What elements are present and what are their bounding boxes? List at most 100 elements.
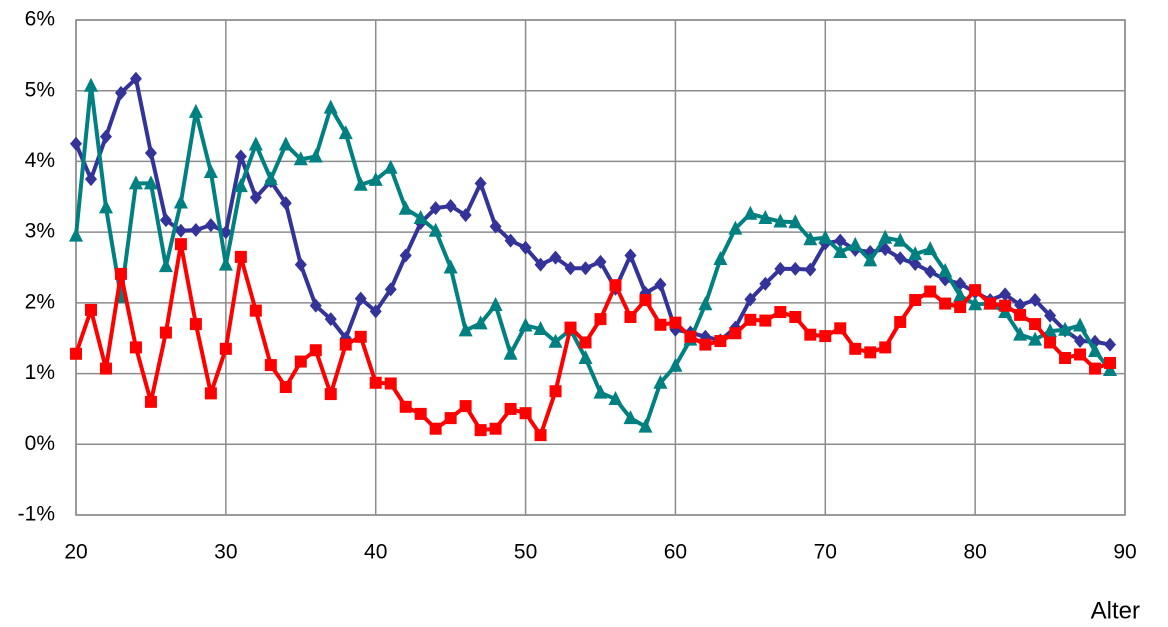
marker bbox=[624, 248, 637, 263]
marker bbox=[593, 384, 608, 399]
marker bbox=[203, 164, 218, 179]
marker bbox=[263, 171, 278, 186]
marker bbox=[414, 407, 427, 420]
marker bbox=[638, 418, 653, 433]
marker bbox=[624, 311, 637, 323]
marker bbox=[369, 304, 382, 319]
marker bbox=[1029, 293, 1042, 308]
marker bbox=[894, 315, 907, 328]
marker bbox=[834, 322, 847, 335]
marker bbox=[219, 342, 232, 355]
marker bbox=[594, 254, 607, 269]
marker bbox=[564, 261, 577, 276]
marker bbox=[968, 296, 983, 311]
marker bbox=[1104, 337, 1117, 352]
marker bbox=[684, 330, 697, 343]
marker bbox=[744, 313, 757, 326]
marker bbox=[429, 422, 442, 435]
series-line bbox=[74, 242, 1111, 438]
marker bbox=[1043, 323, 1058, 338]
marker bbox=[339, 338, 352, 351]
marker bbox=[908, 246, 923, 261]
marker bbox=[893, 232, 908, 247]
marker bbox=[833, 243, 848, 258]
marker bbox=[759, 314, 772, 327]
marker bbox=[474, 424, 487, 437]
x-tick-label: 80 bbox=[963, 541, 986, 564]
marker bbox=[548, 333, 563, 348]
marker bbox=[759, 276, 772, 291]
marker bbox=[234, 250, 247, 263]
marker bbox=[864, 346, 877, 359]
marker bbox=[879, 341, 892, 354]
marker bbox=[354, 330, 367, 343]
marker bbox=[608, 391, 623, 406]
marker bbox=[1044, 336, 1057, 349]
marker bbox=[623, 410, 638, 425]
marker bbox=[1104, 356, 1117, 369]
marker bbox=[84, 303, 97, 316]
marker bbox=[758, 210, 773, 224]
marker bbox=[489, 422, 502, 435]
marker bbox=[519, 407, 532, 420]
marker bbox=[324, 388, 337, 401]
x-tick-label: 60 bbox=[664, 541, 687, 564]
marker bbox=[129, 71, 142, 86]
marker bbox=[1029, 318, 1042, 331]
marker bbox=[204, 218, 217, 233]
marker bbox=[788, 214, 803, 229]
marker bbox=[504, 402, 517, 415]
marker bbox=[909, 294, 922, 307]
marker bbox=[1028, 331, 1043, 346]
marker bbox=[743, 205, 758, 220]
marker bbox=[534, 429, 547, 442]
marker bbox=[294, 355, 307, 368]
marker bbox=[729, 327, 742, 340]
marker bbox=[519, 240, 532, 255]
marker bbox=[773, 213, 788, 228]
x-tick-label: 50 bbox=[514, 541, 537, 564]
marker bbox=[653, 374, 668, 389]
marker bbox=[69, 227, 83, 242]
marker bbox=[249, 190, 262, 205]
x-axis-label: Alter bbox=[1091, 597, 1140, 624]
marker bbox=[128, 175, 143, 190]
marker bbox=[804, 328, 817, 341]
marker bbox=[938, 263, 953, 278]
marker bbox=[384, 377, 397, 390]
plot-border bbox=[75, 19, 1126, 516]
y-tick-label: -1% bbox=[18, 503, 55, 526]
y-tick-label: 0% bbox=[25, 432, 55, 455]
marker bbox=[848, 236, 863, 251]
marker bbox=[818, 229, 833, 244]
marker bbox=[1059, 352, 1072, 365]
y-tick-label: 5% bbox=[25, 78, 55, 101]
marker bbox=[1014, 308, 1027, 321]
marker bbox=[503, 345, 518, 360]
marker bbox=[443, 259, 458, 274]
marker bbox=[114, 85, 127, 100]
marker bbox=[384, 282, 397, 297]
marker bbox=[789, 311, 802, 323]
marker bbox=[444, 412, 457, 425]
marker bbox=[474, 176, 487, 191]
marker bbox=[429, 201, 442, 216]
marker bbox=[279, 381, 292, 394]
marker bbox=[669, 316, 682, 329]
series-line bbox=[74, 76, 1111, 347]
marker bbox=[878, 229, 893, 244]
marker bbox=[459, 208, 472, 223]
marker bbox=[248, 136, 263, 151]
marker bbox=[533, 321, 548, 336]
marker bbox=[489, 219, 502, 234]
marker bbox=[864, 244, 877, 259]
marker bbox=[143, 175, 158, 190]
marker bbox=[399, 400, 412, 413]
marker bbox=[984, 297, 997, 310]
marker bbox=[293, 151, 308, 166]
y-tick-label: 4% bbox=[25, 149, 55, 172]
marker bbox=[564, 321, 577, 334]
marker bbox=[159, 213, 172, 228]
marker bbox=[309, 298, 322, 313]
